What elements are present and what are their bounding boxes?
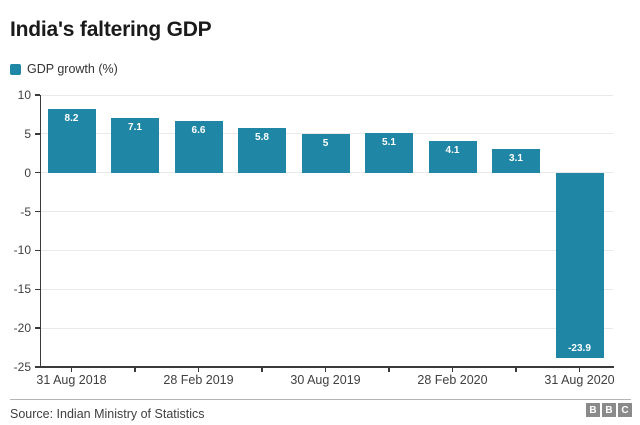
y-axis-tick-label: -25 [13,360,31,374]
bar-value-label: 3.1 [509,152,523,164]
x-axis-tick-label: 28 Feb 2019 [163,373,234,387]
footer-divider [10,399,631,400]
x-axis-tick-label: 28 Feb 2020 [417,373,488,387]
bar-value-label: -23.9 [568,343,591,355]
bar: -23.9 [555,172,604,359]
x-axis-tick [515,367,517,372]
x-axis-tick [578,367,581,372]
y-axis-line [39,95,41,367]
y-axis-tick [35,366,40,368]
bar: 5.8 [238,127,286,173]
y-axis-tick-label: 0 [24,165,31,180]
bar-value-label: 8.2 [64,113,79,124]
page-title: India's faltering GDP [10,18,212,41]
bar-value-label: 7.1 [128,121,142,133]
x-axis-tick [134,367,136,372]
bar: 3.1 [492,148,540,173]
gridline [40,327,613,329]
bbc-logo-block: B [602,403,616,417]
x-axis-tick [70,367,73,372]
gridline [40,211,613,213]
y-axis-tick [35,210,40,213]
bar: 5 [301,133,350,173]
y-axis-tick [35,94,40,96]
bar-value-label: 6.6 [191,125,206,137]
y-axis-tick [35,133,40,135]
x-axis-tick [388,367,390,372]
bar-value-label: 4.1 [445,144,460,156]
bbc-logo-block: B [586,403,600,417]
y-axis-tick-label: -10 [13,243,31,258]
bar-value-label: 5 [322,137,329,149]
y-axis-tick [35,327,40,329]
x-axis-tick-label: 31 Aug 2018 [36,373,107,387]
x-axis-tick-label: 30 Aug 2019 [290,373,361,387]
bar-value-label: 5.1 [382,137,396,149]
bar: 6.6 [174,121,223,173]
gridline [40,133,613,135]
y-axis-tick-label: -15 [13,282,31,297]
x-axis-line [39,366,614,368]
gridline [40,94,613,96]
gridline [40,288,613,290]
y-axis-tick [35,288,40,291]
x-axis-tick [451,367,454,372]
y-axis-tick [35,249,40,252]
bar: 4.1 [428,140,477,173]
y-axis-tick-label: -5 [20,204,31,219]
legend-label: GDP growth (%) [27,62,118,76]
x-axis-tick [324,367,327,372]
legend: GDP growth (%) [10,62,118,76]
bar: 7.1 [111,117,159,173]
x-axis-tick [197,367,200,372]
legend-swatch-icon [10,63,21,75]
source-text: Source: Indian Ministry of Statistics [10,407,205,421]
y-axis-tick [35,171,40,174]
gridline [40,249,613,251]
bbc-logo-block: C [618,403,632,417]
x-axis-tick-label: 31 Aug 2020 [544,373,615,387]
bar: 5.1 [365,133,413,173]
y-axis-tick-label: 10 [17,88,31,102]
y-axis-tick-label: -20 [13,321,31,336]
x-axis-tick [261,367,263,372]
bar: 8.2 [47,109,96,173]
y-axis-tick-label: 5 [24,126,31,141]
bar-value-label: 5.8 [255,131,269,143]
